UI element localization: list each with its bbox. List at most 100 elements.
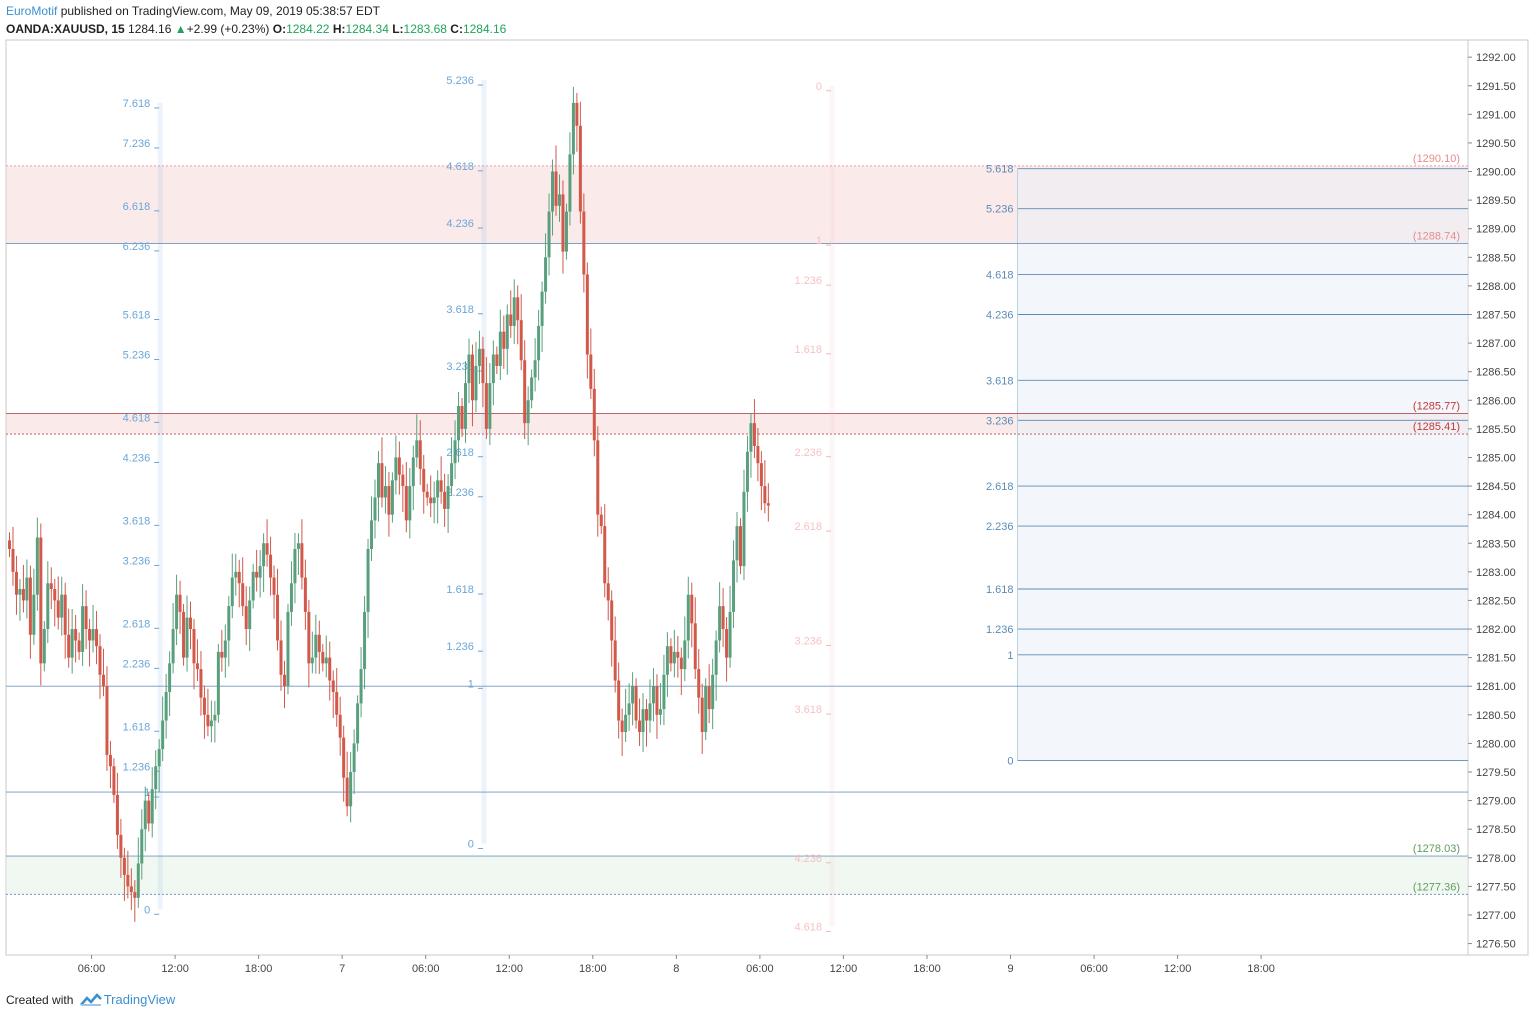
fib-d-label-2: 1.236 <box>986 624 1014 636</box>
close-label: C: <box>450 22 463 36</box>
price-label-0: (1290.10) <box>1413 153 1460 165</box>
candle-body-211 <box>742 491 746 567</box>
candle-body-25 <box>95 629 99 647</box>
fib-b-label-5: 2.618 <box>446 447 474 459</box>
y-tick-label-8: 1288.00 <box>1476 281 1516 293</box>
candle-body-91 <box>324 657 328 664</box>
candle-body-57 <box>206 714 210 727</box>
x-tick-label-10: 18:00 <box>913 963 941 975</box>
up-triangle-icon: ▲ <box>174 22 187 36</box>
price-chart[interactable]: (1290.10) (1288.74) (1285.77) (1285.41) (127… <box>0 0 1532 990</box>
fib-d-label-11: 5.618 <box>986 164 1014 176</box>
ohlc-legend: OANDA:XAUUSD, 15 1284.16 ▲+2.99 (+0.23%)… <box>6 22 506 36</box>
candle-body-79 <box>282 674 286 687</box>
fib-b-label-0: 0 <box>468 838 474 850</box>
author-link[interactable]: EuroMotif <box>6 4 58 18</box>
fib-d-label-8: 4.236 <box>986 310 1014 322</box>
candle-body-173 <box>610 600 614 641</box>
candle-body-48 <box>175 594 179 630</box>
candle-body-134 <box>474 365 478 401</box>
candle-body-100 <box>356 703 360 744</box>
candle-body-216 <box>759 463 763 487</box>
y-tick-label-19: 1282.50 <box>1476 595 1516 607</box>
candle-body-210 <box>739 526 742 567</box>
x-tick-label-7: 8 <box>673 963 679 975</box>
tradingview-brand[interactable]: TradingView <box>103 992 176 1007</box>
fib-a-label-12: 6.236 <box>123 241 151 253</box>
candle-body-165 <box>582 211 586 275</box>
candle-body-92 <box>328 657 332 681</box>
candle-body-111 <box>394 457 398 481</box>
candle-body-158 <box>557 194 561 206</box>
x-tick-label-11: 9 <box>1007 963 1013 975</box>
fib-a-label-15: 7.618 <box>123 98 151 110</box>
candle-body-102 <box>363 611 367 670</box>
candle-body-120 <box>425 491 429 498</box>
candle-body-9 <box>39 537 43 664</box>
candle-body-61 <box>220 651 224 658</box>
candle-body-147 <box>519 320 523 361</box>
candle-body-97 <box>345 777 349 807</box>
candle-body-41 <box>150 789 154 824</box>
fib-a-label-1: 1 <box>144 787 150 799</box>
y-tick-label-7: 1288.50 <box>1476 252 1516 264</box>
candle-body-58 <box>209 720 213 727</box>
candle-body-68 <box>244 606 248 630</box>
candle-body-183 <box>645 709 649 721</box>
x-tick-label-1: 12:00 <box>161 963 189 975</box>
fib-a-label-0: 0 <box>144 904 150 916</box>
fib-a-label-11: 5.618 <box>123 310 151 322</box>
candle-body-109 <box>387 486 391 515</box>
candle-body-189 <box>665 646 669 675</box>
fib-a-label-9: 4.618 <box>123 412 151 424</box>
candle-body-206 <box>725 629 729 658</box>
tradingview-logo-icon <box>79 993 102 1006</box>
candle-body-80 <box>286 611 290 687</box>
fib-b-label-10: 5.236 <box>446 75 474 87</box>
symbol-label[interactable]: OANDA:XAUUSD, 15 <box>6 22 125 36</box>
candle-body-95 <box>338 714 342 738</box>
candle-body-118 <box>418 440 422 469</box>
candle-body-197 <box>693 623 697 670</box>
candle-body-33 <box>122 857 126 875</box>
candle-body-156 <box>551 171 555 212</box>
candle-body-203 <box>714 640 718 675</box>
candle-body-3 <box>18 589 22 595</box>
y-tick-label-14: 1285.00 <box>1476 452 1516 464</box>
candle-body-217 <box>763 486 767 504</box>
fib-a-label-8: 4.236 <box>123 452 151 464</box>
candle-body-76 <box>272 577 276 595</box>
candle-body-114 <box>404 486 408 521</box>
candle-body-32 <box>119 834 123 858</box>
candle-body-44 <box>161 720 165 750</box>
candle-body-198 <box>697 669 701 698</box>
candle-body-0 <box>8 540 11 549</box>
candle-body-193 <box>679 657 683 670</box>
y-tick-label-22: 1281.00 <box>1476 681 1516 693</box>
candle-body-37 <box>136 863 140 898</box>
candle-body-152 <box>537 325 541 361</box>
fib-c-label-3: 1.618 <box>794 344 822 356</box>
y-tick-label-1: 1291.50 <box>1476 81 1516 93</box>
candle-body-180 <box>634 686 638 721</box>
candle-body-121 <box>429 497 433 504</box>
fib-a-label-13: 6.618 <box>123 201 151 213</box>
candle-body-212 <box>745 451 749 492</box>
fib-c-label-7: 3.618 <box>794 704 822 716</box>
fib-b-label-2: 1.236 <box>446 641 474 653</box>
candle-body-23 <box>88 629 92 641</box>
fib-c-label-9: 4.618 <box>794 921 822 933</box>
x-tick-label-0: 06:00 <box>78 963 106 975</box>
candle-body-178 <box>627 703 631 715</box>
candle-body-46 <box>168 663 172 692</box>
fib-b-label-1: 1 <box>468 678 474 690</box>
candle-body-29 <box>108 754 112 767</box>
high-label: H: <box>332 22 346 36</box>
candle-body-159 <box>561 194 565 252</box>
candle-body-145 <box>512 297 516 326</box>
candle-body-213 <box>749 423 753 452</box>
created-with-text: Created with <box>6 993 74 1007</box>
fib-d-label-7: 3.618 <box>986 375 1014 387</box>
candle-body-195 <box>686 594 690 641</box>
y-tick-label-10: 1287.00 <box>1476 338 1516 350</box>
